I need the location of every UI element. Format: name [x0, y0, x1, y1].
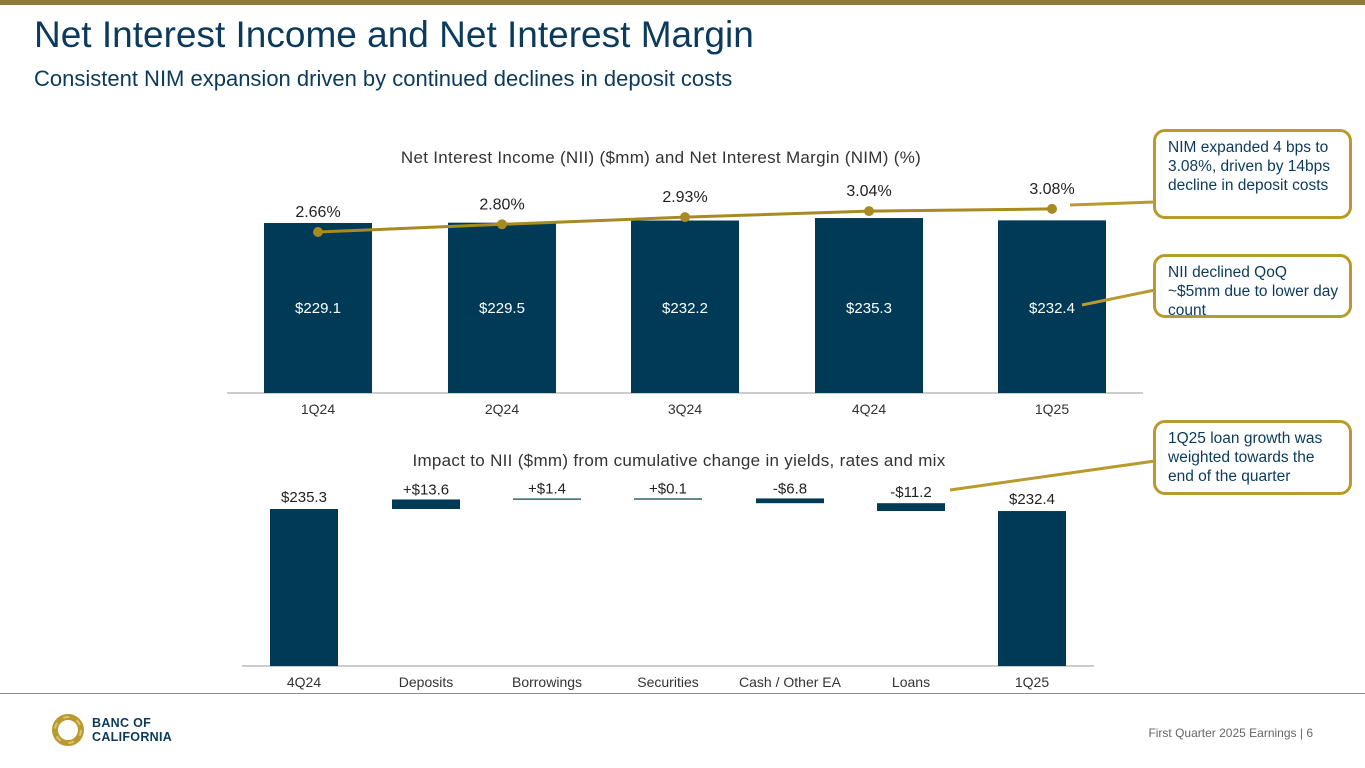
- nim-label: 2.80%: [479, 196, 524, 213]
- nii-bar-label: $229.1: [295, 300, 341, 317]
- nii-bar-label: $235.3: [846, 300, 892, 317]
- waterfall-bar: [270, 509, 338, 666]
- chart1-x-tick: 1Q25: [1035, 401, 1069, 417]
- nim-point: [1047, 203, 1057, 214]
- callout-nim-connector: [1069, 200, 1156, 207]
- footer: First Quarter 2025 Earnings | 6: [1148, 726, 1313, 740]
- chart2-x-tick: Securities: [637, 674, 698, 690]
- nim-point: [313, 227, 323, 237]
- nim-label: 2.66%: [295, 204, 340, 221]
- callout-nii: NII declined QoQ ~$5mm due to lower day …: [1153, 254, 1352, 319]
- chart2-x-tick: Borrowings: [512, 674, 582, 690]
- waterfall-bar: [392, 499, 460, 509]
- nii-bar: [448, 222, 556, 393]
- waterfall-value-label: +$13.6: [403, 481, 449, 498]
- nim-point: [680, 212, 690, 223]
- waterfall-value-label: -$6.8: [773, 480, 807, 497]
- page-title: Net Interest Income and Net Interest Mar…: [34, 14, 754, 55]
- logo-line-2: CALIFORNIA: [92, 730, 173, 744]
- waterfall-bar: [634, 498, 702, 500]
- logo-line-1: BANC OF: [92, 716, 152, 730]
- top-accent-bar: [0, 0, 1365, 5]
- page-number: 6: [1306, 726, 1313, 740]
- callout-loans: 1Q25 loan growth was weighted towards th…: [1153, 420, 1352, 495]
- chart2-x-tick: 1Q25: [1015, 674, 1049, 690]
- chart1-title: Net Interest Income (NII) ($mm) and Net …: [401, 148, 921, 167]
- nii-bar-label: $229.5: [479, 300, 525, 317]
- nii-bar: [815, 218, 923, 393]
- nim-label: 3.04%: [846, 183, 891, 200]
- waterfall-bar: [756, 498, 824, 504]
- waterfall-value-label: $232.4: [1009, 491, 1055, 508]
- callout-nim: NIM expanded 4 bps to 3.08%, driven by 1…: [1153, 129, 1352, 219]
- chart2-x-tick: 4Q24: [287, 674, 321, 690]
- callout-nii-connector: [1081, 288, 1156, 307]
- nim-point: [497, 219, 507, 230]
- chart1-x-tick: 4Q24: [852, 401, 886, 417]
- chart1-x-tick: 3Q24: [668, 401, 702, 417]
- nim-label: 3.08%: [1029, 181, 1074, 198]
- banc-of-california-logo-icon: [52, 714, 84, 746]
- waterfall-value-label: -$11.2: [890, 484, 931, 501]
- chart2-x-tick: Cash / Other EA: [739, 674, 842, 690]
- waterfall-bar: [513, 498, 581, 500]
- callout-loans-connector: [949, 459, 1156, 492]
- nii-bar: [631, 220, 739, 393]
- waterfall-bar: [998, 511, 1066, 666]
- chart1-x-tick: 2Q24: [485, 401, 519, 417]
- footer-text: First Quarter 2025 Earnings |: [1148, 726, 1303, 740]
- nii-bar: [998, 220, 1106, 393]
- waterfall-value-label: $235.3: [281, 489, 327, 506]
- chart2-x-tick: Loans: [892, 674, 930, 690]
- waterfall-value-label: +$1.4: [528, 481, 566, 498]
- chart2-x-tick: Deposits: [399, 674, 453, 690]
- nim-point: [864, 206, 874, 217]
- page-subtitle: Consistent NIM expansion driven by conti…: [34, 66, 733, 91]
- chart2-title: Impact to NII ($mm) from cumulative chan…: [412, 451, 945, 470]
- nii-bar-label: $232.2: [662, 300, 708, 317]
- waterfall-bar: [877, 503, 945, 512]
- nii-charts: Net Interest Income (NII) ($mm) and Net …: [227, 148, 1156, 690]
- nii-bar: [264, 223, 372, 393]
- chart1-x-tick: 1Q24: [301, 401, 335, 417]
- footer-divider: [0, 693, 1365, 694]
- nim-label: 2.93%: [662, 189, 707, 206]
- nii-bar-label: $232.4: [1029, 300, 1075, 317]
- waterfall-value-label: +$0.1: [649, 480, 687, 497]
- logo-wordmark: BANC OF CALIFORNIA: [92, 716, 172, 744]
